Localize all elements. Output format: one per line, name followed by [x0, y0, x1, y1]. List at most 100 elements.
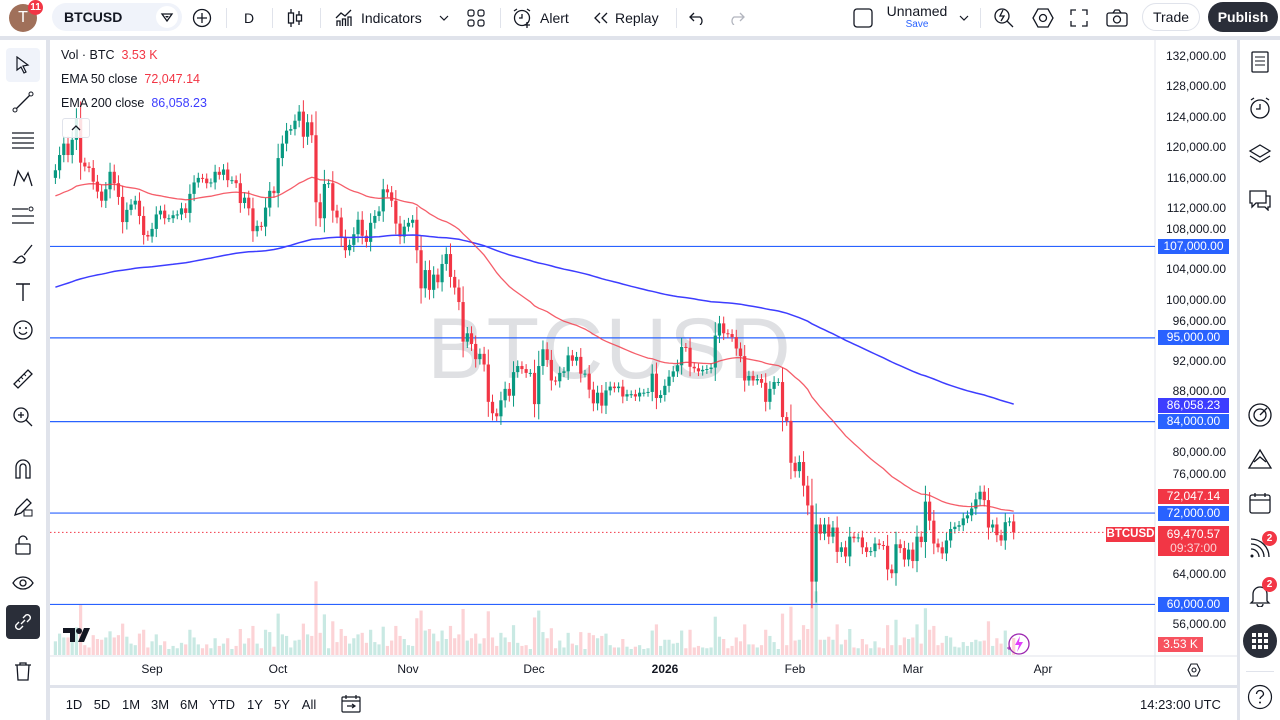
ruler-icon[interactable] — [6, 362, 40, 396]
layout-grid-icon[interactable] — [467, 0, 485, 36]
lock-icon[interactable] — [6, 528, 40, 562]
zoom-in-icon[interactable] — [6, 400, 40, 434]
candle-body — [894, 544, 898, 574]
volume-bar — [129, 643, 133, 655]
save-link[interactable]: Save — [905, 19, 929, 30]
legend-ema50[interactable]: EMA 50 close 72,047.14 — [61, 72, 200, 86]
candle-body — [772, 382, 776, 389]
alerts-clock-icon[interactable] — [1244, 92, 1276, 124]
volume-bar — [999, 643, 1003, 655]
range-button-6m[interactable]: 6M — [179, 697, 199, 712]
candle-body — [940, 547, 944, 554]
ema200-line[interactable] — [55, 234, 1014, 405]
volume-bar — [595, 638, 600, 655]
candle-body — [301, 111, 305, 137]
replay-button[interactable]: Replay — [593, 0, 659, 36]
diamond-icon[interactable] — [156, 6, 178, 28]
volume-bar — [734, 637, 738, 655]
interval-button[interactable]: D — [244, 10, 255, 26]
cursor-icon[interactable] — [6, 48, 40, 82]
indicators-button[interactable]: Indicators — [334, 0, 422, 36]
emoji-icon[interactable] — [6, 313, 40, 347]
layout-checkbox-icon[interactable] — [853, 0, 873, 36]
layers-icon[interactable] — [1244, 138, 1276, 170]
candles-chart-type-icon[interactable] — [286, 0, 304, 36]
candle-body — [936, 543, 940, 548]
eye-icon[interactable] — [6, 566, 40, 600]
candle-body — [146, 235, 150, 237]
chat-icon[interactable] — [1244, 184, 1276, 216]
candle-body — [247, 197, 251, 209]
candle-body — [83, 162, 87, 167]
horizontal-lines[interactable] — [50, 245, 1155, 606]
lightning-icon[interactable] — [1005, 632, 1031, 656]
candle-body — [284, 130, 289, 144]
range-button-5y[interactable]: 5Y — [274, 697, 290, 712]
price-chart[interactable] — [50, 40, 1237, 685]
chevron-down-icon[interactable] — [959, 0, 969, 36]
volume-bar — [877, 647, 881, 655]
trend-line-icon[interactable] — [6, 85, 40, 119]
candle-body — [486, 364, 490, 402]
volume-bar — [503, 637, 507, 655]
clock-timezone[interactable]: 14:23:00 UTC — [1140, 697, 1221, 712]
forecast-icon[interactable] — [6, 199, 40, 233]
fullscreen-icon[interactable] — [1070, 0, 1088, 36]
fib-lines-icon[interactable] — [6, 123, 40, 157]
ema50-line[interactable] — [55, 176, 1014, 512]
brush-icon[interactable] — [6, 237, 40, 271]
volume-bar — [894, 619, 898, 655]
calendar-icon[interactable] — [1244, 487, 1276, 519]
alert-button[interactable]: Alert — [512, 0, 569, 36]
axis-settings-icon[interactable] — [1187, 663, 1201, 677]
range-button-all[interactable]: All — [301, 697, 317, 712]
collapse-legend-button[interactable] — [62, 118, 90, 138]
candle-body — [915, 536, 919, 562]
text-icon[interactable] — [6, 275, 40, 309]
legend-ema200[interactable]: EMA 200 close 86,058.23 — [61, 96, 207, 110]
compare-add-icon[interactable] — [192, 0, 212, 36]
volume-bar — [902, 637, 907, 655]
time-tick: Nov — [397, 662, 419, 676]
pattern-icon[interactable] — [6, 161, 40, 195]
candle-body — [579, 356, 583, 374]
settings-hexagon-icon[interactable] — [1032, 0, 1054, 36]
symbol-search[interactable]: BTCUSD — [52, 3, 182, 31]
target-icon[interactable] — [1244, 399, 1276, 431]
chevron-down-icon[interactable] — [439, 0, 449, 36]
quick-search-icon[interactable] — [993, 0, 1015, 36]
help-icon[interactable] — [1244, 681, 1276, 713]
tradingview-logo-icon[interactable] — [63, 627, 95, 643]
range-button-ytd[interactable]: YTD — [209, 697, 235, 712]
apps-grid-icon[interactable] — [1243, 624, 1277, 658]
legend-volume[interactable]: Vol · BTC 3.53 K — [61, 48, 158, 62]
volume-bar — [801, 625, 806, 655]
stay-in-drawing-mode-icon[interactable] — [6, 490, 40, 524]
range-button-1d[interactable]: 1D — [65, 697, 83, 712]
undo-icon[interactable] — [689, 0, 707, 36]
volume-bar — [322, 614, 326, 655]
trade-button[interactable]: Trade — [1142, 3, 1200, 31]
volume-bar — [58, 633, 62, 655]
range-button-3m[interactable]: 3M — [150, 697, 170, 712]
range-button-1y[interactable]: 1Y — [247, 697, 263, 712]
range-button-5d[interactable]: 5D — [93, 697, 111, 712]
pattern-triangle-icon[interactable] — [1244, 443, 1276, 475]
trash-icon[interactable] — [6, 654, 40, 688]
redo-icon[interactable] — [727, 0, 745, 36]
volume-bar — [949, 637, 953, 655]
chart-pane[interactable] — [50, 40, 1237, 685]
candle-body — [310, 122, 314, 136]
range-button-1m[interactable]: 1M — [121, 697, 141, 712]
layout-name-button[interactable]: Unnamed Save — [884, 4, 950, 31]
watchlist-icon[interactable] — [1244, 46, 1276, 78]
magnet-icon[interactable] — [6, 452, 40, 486]
publish-button[interactable]: Publish — [1208, 2, 1278, 32]
candle-body — [444, 254, 448, 264]
volume-bar — [785, 645, 789, 655]
volume-bar — [247, 638, 251, 655]
link-icon[interactable] — [6, 605, 40, 639]
camera-icon[interactable] — [1106, 0, 1128, 36]
volume-bar — [692, 647, 696, 655]
date-range-icon[interactable] — [341, 694, 361, 714]
